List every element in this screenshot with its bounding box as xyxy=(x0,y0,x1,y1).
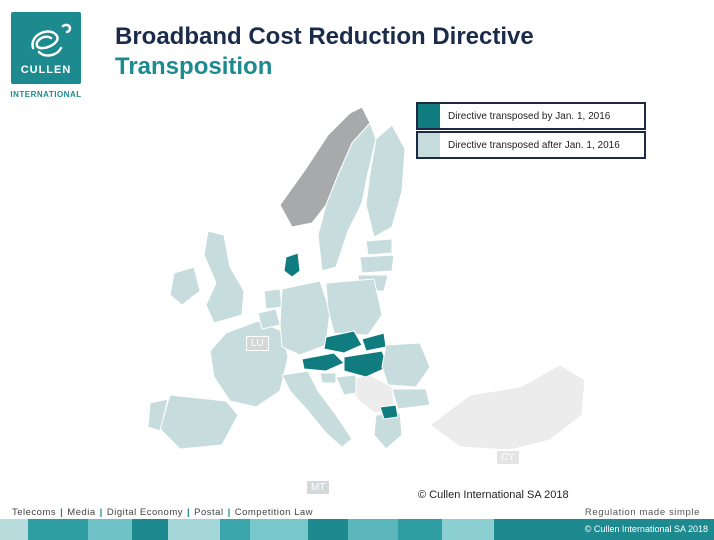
footer-sector-media: Media xyxy=(67,507,96,518)
legend-swatch-transposed-late xyxy=(418,133,440,157)
footer-sector-digital-economy: Digital Economy xyxy=(106,507,183,518)
country-italy xyxy=(281,370,353,448)
footer-tagline: Regulation made simple xyxy=(584,507,700,518)
footer-color-bar xyxy=(0,519,714,540)
country-tag-luxembourg: LU xyxy=(246,336,269,351)
map-legend: Directive transposed by Jan. 1, 2016 Dir… xyxy=(416,102,646,159)
footer-copyright: © Cullen International SA 2018 xyxy=(584,524,708,534)
country-estonia xyxy=(365,238,393,256)
logo-swirl-icon xyxy=(31,23,72,57)
country-finland xyxy=(365,124,406,238)
logo-mark xyxy=(11,12,81,84)
country-slovenia xyxy=(319,372,337,384)
logo-name: CULLEN xyxy=(20,64,72,76)
country-germany xyxy=(279,280,331,356)
footer-sector-postal: Postal xyxy=(194,507,224,518)
country-portugal xyxy=(147,398,169,432)
country-spain xyxy=(159,394,239,450)
country-croatia xyxy=(335,374,357,396)
country-france xyxy=(209,320,289,408)
non-eu-east xyxy=(429,364,586,451)
footer-sector-telecoms: Telecoms xyxy=(12,507,57,518)
legend-item-transposed-late: Directive transposed after Jan. 1, 2016 xyxy=(416,131,646,159)
region-transposed-balkan xyxy=(379,404,399,420)
title-line-1: Broadband Cost Reduction Directive xyxy=(115,23,534,50)
cullen-logo: CULLEN INTERNATIONAL xyxy=(8,12,84,100)
country-tag-malta: MT xyxy=(306,480,331,495)
legend-item-transposed-on-time: Directive transposed by Jan. 1, 2016 xyxy=(416,102,646,130)
country-poland xyxy=(325,278,383,336)
slide-title: Broadband Cost Reduction Directive Trans… xyxy=(115,22,534,82)
country-latvia xyxy=(359,254,395,274)
country-denmark xyxy=(283,252,301,278)
country-ireland xyxy=(169,266,201,306)
legend-label-transposed-late: Directive transposed after Jan. 1, 2016 xyxy=(448,139,620,151)
title-line-2: Transposition xyxy=(115,53,273,80)
country-netherlands xyxy=(263,288,283,310)
country-romania xyxy=(381,342,431,388)
footer-sectors: Telecoms | Media | Digital Economy | Postal | Co… xyxy=(12,507,313,518)
legend-label-transposed-on-time: Directive transposed by Jan. 1, 2016 xyxy=(448,110,611,122)
logo-subtitle: INTERNATIONAL xyxy=(10,90,82,99)
country-bulgaria xyxy=(391,388,431,410)
country-uk xyxy=(203,230,245,324)
footer-sector-competition-law: Competition Law xyxy=(234,507,313,518)
legend-swatch-transposed-on-time xyxy=(418,104,440,128)
country-hungary xyxy=(343,350,389,378)
country-slovakia xyxy=(361,332,387,352)
country-czech-republic xyxy=(323,330,363,354)
country-tag-cyprus: CY xyxy=(496,450,520,465)
country-austria xyxy=(301,352,345,372)
country-sweden xyxy=(317,122,377,272)
country-belgium xyxy=(257,308,281,330)
europe-map xyxy=(147,106,586,451)
map-copyright: © Cullen International SA 2018 xyxy=(418,489,569,501)
